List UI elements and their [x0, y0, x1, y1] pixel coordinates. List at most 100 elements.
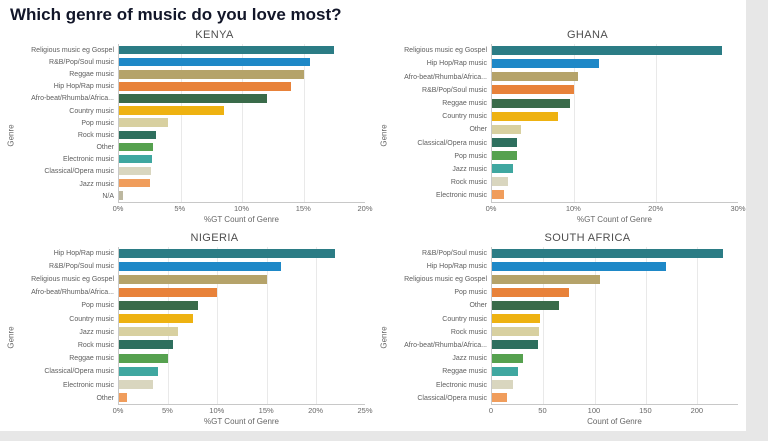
bar[interactable]: [119, 130, 156, 140]
gridline: [303, 44, 305, 202]
bar[interactable]: [492, 301, 559, 311]
category-label: Pop music: [454, 152, 487, 160]
bar[interactable]: [119, 45, 335, 55]
bar[interactable]: [119, 70, 304, 79]
bar[interactable]: [492, 85, 574, 95]
bar[interactable]: [492, 151, 517, 161]
x-axis-ticks: 0% 10% 20% 30%: [486, 203, 746, 214]
bar-row: [119, 365, 365, 378]
category-labels: Religious music eg Gospel R&B/Pop/Soul mu…: [18, 44, 118, 203]
category-label: Classical/Opera music: [44, 368, 114, 376]
bar[interactable]: [119, 353, 169, 363]
category-label: Rock music: [450, 179, 487, 187]
bar[interactable]: [492, 340, 539, 350]
bar-row: [119, 189, 365, 201]
chart-panel-nigeria: NIGERIA Genre Hip Hop/Rap music R&B/Pop/S…: [0, 229, 373, 432]
bar[interactable]: [492, 98, 570, 108]
chart-area: Genre Hip Hop/Rap music R&B/Pop/Soul musi…: [4, 246, 373, 430]
x-tick-label: 20%: [308, 406, 324, 415]
bar[interactable]: [119, 106, 224, 115]
x-tick-label: 20%: [357, 203, 373, 213]
bar[interactable]: [492, 327, 540, 337]
bar[interactable]: [119, 366, 159, 376]
category-label: Jazz music: [452, 355, 487, 363]
bar-row: [492, 365, 738, 378]
bar-row: [492, 57, 738, 70]
x-axis-title: %GT Count of Genre: [204, 417, 279, 426]
bar[interactable]: [119, 274, 267, 284]
chart-title-south-africa: SOUTH AFRICA: [544, 231, 631, 244]
bar-row: [119, 129, 365, 141]
bar[interactable]: [492, 392, 508, 402]
bar[interactable]: [119, 179, 150, 188]
category-label: Pop music: [454, 289, 487, 297]
bar[interactable]: [119, 261, 282, 271]
bar[interactable]: [492, 190, 505, 200]
bar[interactable]: [492, 274, 600, 284]
chart-main: Hip Hop/Rap music R&B/Pop/Soul music Relig…: [18, 246, 373, 430]
bar[interactable]: [492, 177, 509, 187]
bar-row: [119, 273, 365, 286]
bar[interactable]: [119, 327, 179, 337]
bar-row: [119, 44, 365, 56]
bar[interactable]: [119, 166, 151, 176]
gridline: [217, 246, 219, 404]
chart-title-nigeria: NIGERIA: [190, 231, 239, 244]
bar-row: [119, 177, 365, 189]
category-label: Rock music: [450, 328, 487, 336]
bar[interactable]: [492, 379, 513, 389]
bar-row: [492, 299, 738, 312]
bar[interactable]: [119, 94, 267, 103]
chart-main: Religious music eg Gospel Hip Hop/Rap mus…: [391, 44, 746, 227]
bar[interactable]: [119, 301, 198, 311]
bar[interactable]: [119, 191, 123, 200]
bar-row: [119, 117, 365, 129]
bar[interactable]: [492, 353, 523, 363]
bar[interactable]: [492, 261, 667, 271]
bar[interactable]: [119, 248, 336, 258]
category-label: Hip Hop/Rap music: [426, 262, 487, 270]
x-axis-title: Count of Genre: [587, 417, 642, 426]
bar[interactable]: [119, 154, 153, 164]
bar-row: [492, 273, 738, 286]
bar[interactable]: [492, 248, 723, 258]
category-label: Electronic music: [436, 192, 487, 200]
bar[interactable]: [492, 164, 513, 174]
bar[interactable]: [492, 59, 599, 69]
bar[interactable]: [119, 118, 169, 127]
bar[interactable]: [119, 142, 154, 152]
category-label: Electronic music: [436, 381, 487, 389]
category-label: Other: [469, 302, 487, 310]
x-tick-label: 5%: [174, 203, 186, 213]
category-label: Afro-beat/Rhumba/Africa...: [404, 73, 487, 81]
bar-row: [119, 260, 365, 273]
bar-row: [492, 136, 738, 149]
chart-panel-south-africa: SOUTH AFRICA Genre R&B/Pop/Soul music Hip…: [373, 229, 746, 432]
bar[interactable]: [119, 314, 193, 324]
bar[interactable]: [492, 124, 521, 134]
bar[interactable]: [119, 82, 292, 91]
bar[interactable]: [119, 57, 310, 67]
gridline: [315, 246, 317, 404]
bar-row: [119, 378, 365, 391]
bar[interactable]: [492, 111, 558, 121]
category-label: Other: [469, 126, 487, 134]
bar[interactable]: [119, 287, 218, 297]
y-axis-title: Genre: [4, 247, 18, 430]
bar-row: [492, 123, 738, 136]
category-label: R&B/Pop/Soul music: [49, 262, 114, 270]
category-label: Classical/Opera music: [417, 394, 487, 402]
x-tick-label: 10%: [565, 203, 581, 213]
bar[interactable]: [492, 314, 541, 324]
bar[interactable]: [492, 287, 569, 297]
bar[interactable]: [492, 72, 579, 82]
bar[interactable]: [119, 392, 127, 402]
y-axis-title-text: Genre: [6, 326, 16, 349]
bar[interactable]: [492, 46, 722, 56]
bar[interactable]: [492, 137, 517, 147]
bar[interactable]: [119, 340, 174, 350]
y-axis-title-text: Genre: [379, 124, 389, 147]
bar[interactable]: [119, 379, 154, 389]
bar[interactable]: [492, 366, 518, 376]
x-tick-label: 0: [488, 406, 494, 415]
